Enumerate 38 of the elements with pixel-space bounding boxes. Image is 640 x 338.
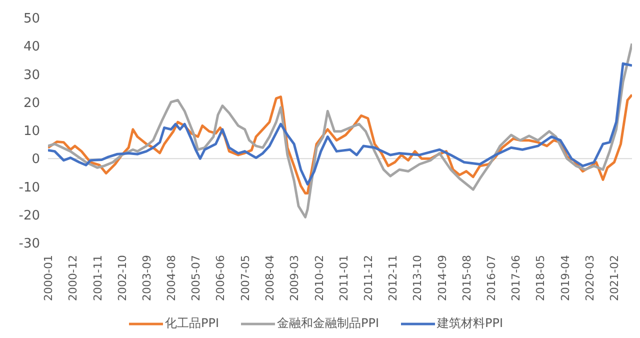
x-tick-label: 2000-01 [42, 255, 55, 301]
y-tick-label: 30 [23, 68, 40, 83]
x-tick-label: 2016-07 [485, 255, 498, 301]
y-tick-label: -30 [18, 236, 40, 252]
x-tick-label: 2013-10 [411, 255, 424, 301]
y-tick-label: 10 [23, 124, 40, 140]
x-tick-label: 2000-12 [66, 255, 80, 301]
x-tick-label: 2004-08 [165, 255, 178, 301]
x-tick-label: 2002-10 [116, 255, 129, 301]
x-tick-label: 2012-11 [386, 255, 400, 301]
x-tick-label: 2007-05 [238, 255, 252, 301]
x-tick-label: 2005-07 [190, 255, 203, 301]
y-tick-label: 50 [23, 12, 40, 27]
legend-label: 建筑材料PPI [437, 315, 504, 332]
x-tick-label: 2011-01 [337, 255, 350, 301]
x-tick-label: 2015-08 [460, 255, 474, 301]
y-tick-label: 0 [32, 152, 40, 168]
x-tick-label: 2018-05 [534, 255, 548, 301]
legend-label: 化工品PPI [164, 315, 219, 332]
x-tick-label: 2006-06 [214, 255, 228, 301]
x-tick-label: 2010-02 [312, 255, 326, 301]
x-tick-label: 2014-09 [436, 255, 449, 301]
x-tick-label: 2003-09 [140, 255, 154, 301]
y-tick-label: 40 [23, 40, 40, 55]
x-tick-label: 2009-03 [288, 255, 302, 301]
x-tick-label: 2008-04 [264, 255, 276, 301]
x-tick-label: 2019-04 [558, 255, 572, 301]
x-tick-label: 2011-12 [362, 255, 375, 301]
x-tick-label: 2020-03 [583, 255, 596, 301]
x-tick-label: 2017-06 [510, 255, 523, 301]
x-tick-label: 2001-11 [91, 255, 104, 301]
x-tick-label: 2021-02 [608, 255, 622, 301]
legend-label: 金融和金融制品PPI [276, 315, 379, 332]
y-tick-label: -10 [18, 180, 40, 196]
line-series [48, 62, 632, 186]
y-tick-label: -20 [18, 208, 40, 224]
line-series [48, 42, 632, 218]
y-tick-label: 20 [23, 96, 40, 111]
